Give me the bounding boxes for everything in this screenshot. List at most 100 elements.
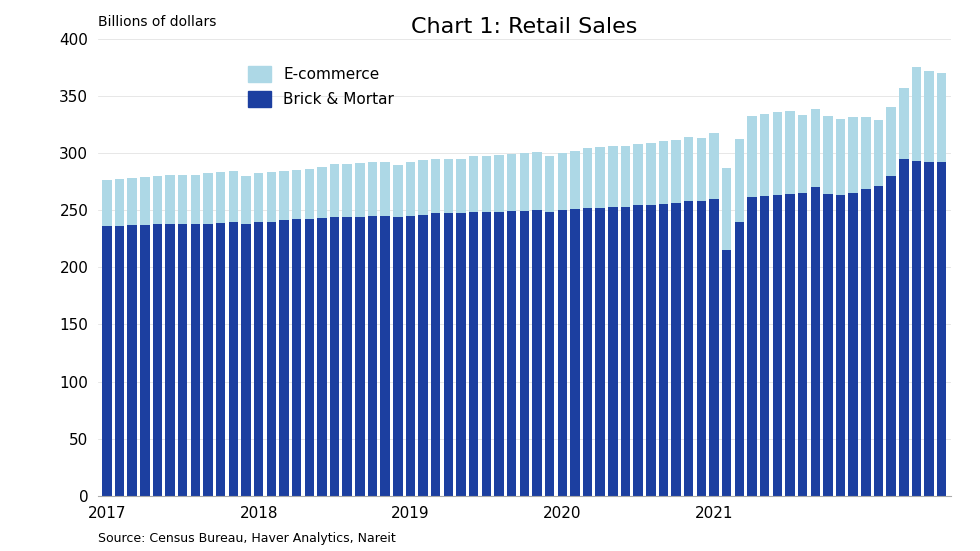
- Bar: [810, 187, 820, 496]
- Bar: [368, 216, 377, 496]
- Bar: [494, 155, 504, 212]
- Bar: [507, 154, 516, 211]
- Bar: [153, 224, 163, 496]
- Bar: [418, 215, 428, 496]
- Bar: [203, 174, 213, 224]
- Bar: [772, 112, 782, 195]
- Bar: [836, 195, 846, 496]
- Bar: [127, 225, 137, 496]
- Bar: [267, 222, 276, 496]
- Bar: [330, 217, 339, 496]
- Bar: [519, 211, 529, 496]
- Bar: [886, 176, 896, 496]
- Bar: [861, 190, 870, 496]
- Bar: [697, 201, 707, 496]
- Bar: [481, 212, 491, 496]
- Bar: [166, 175, 174, 224]
- Bar: [633, 206, 643, 496]
- Bar: [558, 210, 567, 496]
- Bar: [330, 164, 339, 217]
- Bar: [431, 159, 440, 213]
- Bar: [532, 152, 542, 210]
- Bar: [494, 212, 504, 496]
- Bar: [127, 178, 137, 225]
- Bar: [583, 148, 592, 208]
- Bar: [342, 217, 352, 496]
- Bar: [178, 175, 187, 224]
- Bar: [570, 150, 579, 209]
- Bar: [355, 217, 365, 496]
- Bar: [254, 222, 264, 496]
- Bar: [318, 218, 326, 496]
- Bar: [532, 210, 542, 496]
- Bar: [431, 213, 440, 496]
- Bar: [115, 226, 124, 496]
- Bar: [166, 224, 174, 496]
- Bar: [671, 141, 681, 203]
- Bar: [570, 209, 579, 496]
- Bar: [697, 138, 707, 201]
- Bar: [254, 174, 264, 222]
- Bar: [760, 114, 769, 196]
- Bar: [444, 159, 453, 213]
- Bar: [710, 198, 718, 496]
- Bar: [722, 168, 731, 250]
- Bar: [406, 162, 416, 216]
- Bar: [861, 117, 870, 190]
- Bar: [191, 175, 200, 224]
- Bar: [228, 171, 238, 222]
- Bar: [115, 179, 124, 226]
- Bar: [874, 120, 883, 186]
- Bar: [545, 212, 555, 496]
- Bar: [849, 117, 858, 193]
- Bar: [380, 162, 390, 216]
- Bar: [216, 172, 225, 223]
- Bar: [228, 222, 238, 496]
- Bar: [457, 213, 465, 496]
- Bar: [305, 169, 314, 219]
- Bar: [785, 194, 795, 496]
- Bar: [318, 166, 326, 218]
- Bar: [203, 224, 213, 496]
- Bar: [735, 222, 744, 496]
- Bar: [874, 186, 883, 496]
- Bar: [140, 225, 150, 496]
- Bar: [646, 206, 656, 496]
- Bar: [406, 216, 416, 496]
- Bar: [507, 211, 516, 496]
- Bar: [760, 196, 769, 496]
- Bar: [292, 219, 301, 496]
- Bar: [368, 162, 377, 216]
- Bar: [722, 250, 731, 496]
- Bar: [241, 224, 251, 496]
- Bar: [620, 207, 630, 496]
- Bar: [899, 88, 908, 159]
- Bar: [748, 197, 757, 496]
- Bar: [267, 172, 276, 222]
- Bar: [823, 194, 833, 496]
- Bar: [469, 212, 478, 496]
- Bar: [772, 195, 782, 496]
- Bar: [596, 208, 605, 496]
- Legend: E-commerce, Brick & Mortar: E-commerce, Brick & Mortar: [242, 60, 400, 114]
- Bar: [748, 116, 757, 197]
- Bar: [836, 118, 846, 195]
- Bar: [305, 219, 314, 496]
- Bar: [519, 153, 529, 211]
- Bar: [292, 170, 301, 219]
- Bar: [937, 73, 947, 162]
- Text: Chart 1: Retail Sales: Chart 1: Retail Sales: [412, 17, 637, 36]
- Bar: [710, 133, 718, 198]
- Bar: [684, 201, 694, 496]
- Bar: [633, 144, 643, 206]
- Bar: [911, 161, 921, 496]
- Bar: [798, 193, 808, 496]
- Bar: [609, 207, 617, 496]
- Text: Billions of dollars: Billions of dollars: [98, 15, 217, 29]
- Bar: [785, 111, 795, 194]
- Bar: [469, 156, 478, 212]
- Bar: [911, 67, 921, 161]
- Bar: [609, 146, 617, 207]
- Bar: [620, 146, 630, 207]
- Bar: [191, 224, 200, 496]
